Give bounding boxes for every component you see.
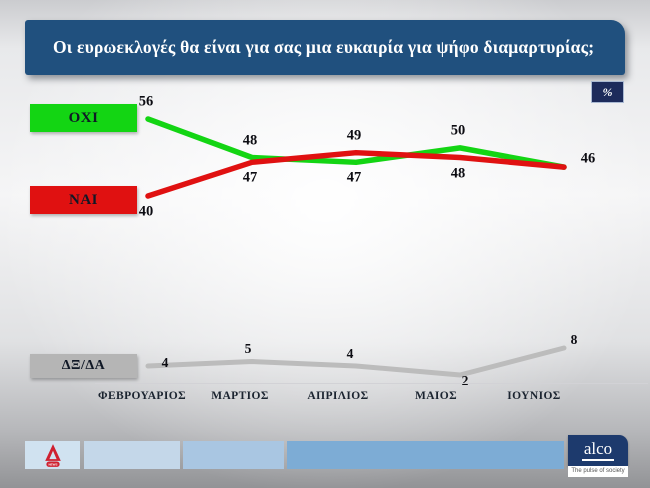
page-title-text: Οι ευρωεκλογές θα είναι για σας μια ευκα… [53, 37, 595, 57]
legend-nai: ΝΑΙ [30, 186, 137, 214]
value-label: 5 [244, 340, 252, 356]
x-axis-label: ΙΟΥΝΙΟΣ [507, 390, 561, 402]
x-axis-label: ΦΕΒΡΟΥΑΡΙΟΣ [98, 390, 186, 402]
footer-segment-3 [183, 441, 284, 469]
value-label: 47 [346, 169, 362, 186]
line-chart [145, 116, 567, 378]
alco-logo: alco The pulse of society [568, 435, 628, 477]
legend-oxi: ΟΧΙ [30, 104, 137, 132]
footer-segment-4 [287, 441, 564, 469]
value-label: 46 [580, 150, 596, 167]
value-label: 49 [346, 127, 362, 144]
x-axis-label: ΜΑΡΤΙΟΣ [211, 390, 269, 402]
value-label: 50 [450, 122, 466, 139]
alco-logo-box: alco [568, 435, 628, 466]
page-title: Οι ευρωεκλογές θα είναι για σας μια ευκα… [25, 20, 625, 75]
percent-unit-badge: % [591, 81, 624, 103]
x-axis-label: ΜΑΙΟΣ [414, 390, 458, 402]
value-label: 4 [161, 355, 169, 370]
alco-logo-text: alco [581, 440, 615, 461]
footer-segment-alpha-news: NEWS [25, 441, 80, 469]
value-label: 40 [138, 203, 154, 220]
x-axis-line [95, 383, 648, 384]
alpha-news-label: NEWS [48, 462, 57, 466]
value-label: 2 [461, 373, 469, 388]
value-label: 4 [346, 346, 354, 361]
value-label: 56 [138, 93, 154, 110]
alco-tagline: The pulse of society [568, 466, 628, 477]
x-axis-label: ΑΠΡΙΛΙΟΣ [307, 390, 369, 402]
legend-dk-da: ΔΞ/ΔΑ [30, 354, 137, 378]
value-label: 8 [570, 332, 578, 347]
value-label: 48 [450, 165, 466, 181]
footer-segment-2 [84, 441, 180, 469]
value-label: 48 [242, 132, 258, 148]
alpha-news-logo-icon: NEWS [44, 443, 61, 467]
value-label: 47 [242, 169, 258, 186]
